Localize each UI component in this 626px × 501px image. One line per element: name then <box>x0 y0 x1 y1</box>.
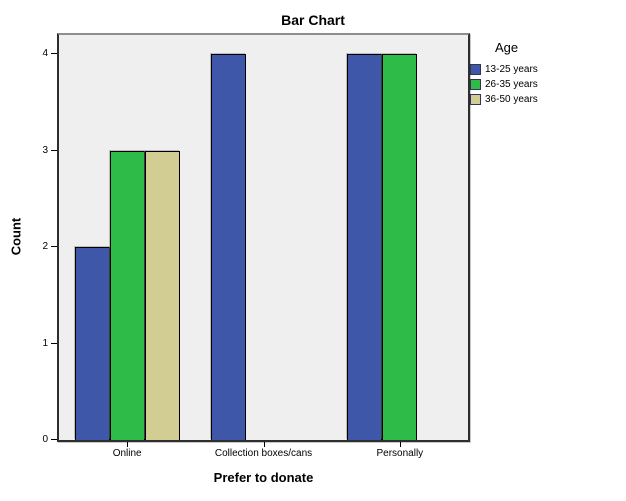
y-tick-mark-0 <box>51 439 57 440</box>
legend-swatch-icon <box>470 64 481 75</box>
bar-online-13-25-years <box>74 247 110 440</box>
x-tick-mark-3 <box>399 442 401 447</box>
bar-personally-13-25-years <box>347 54 383 440</box>
x-axis-title: Prefer to donate <box>213 470 314 485</box>
legend-row-1: 13-25 years <box>470 62 622 77</box>
legend-entries: 13-25 years 26-35 years 36-50 years <box>470 62 622 107</box>
x-tick-label-1: Online <box>112 448 142 459</box>
y-tick-mark-2 <box>51 246 57 248</box>
plot-area <box>57 33 470 442</box>
y-tick-label-2: 2 <box>42 241 48 253</box>
legend-row-3: 36-50 years <box>470 92 622 107</box>
bar-collection-boxes-cans-13-25-years <box>211 54 246 440</box>
y-axis-title: Count <box>8 217 24 256</box>
legend-swatch-icon <box>470 94 481 105</box>
y-tick-label-0: 0 <box>42 434 48 445</box>
y-tick-label-1: 1 <box>42 337 48 349</box>
y-tick-label-3: 3 <box>42 144 48 156</box>
legend: Age 13-25 years 26-35 years 36-50 years <box>470 40 622 107</box>
x-tick-label-2: Collection boxes/cans <box>214 448 313 459</box>
bar-online-26-35-years <box>109 151 145 440</box>
y-tick-mark-1 <box>51 342 57 344</box>
bar-online-36-50-years <box>144 151 180 440</box>
legend-label: 36-50 years <box>485 94 538 105</box>
y-tick-mark-3 <box>51 149 57 151</box>
x-tick-mark-2 <box>263 442 265 447</box>
y-tick-label-4: 4 <box>42 48 48 60</box>
legend-row-2: 26-35 years <box>470 77 622 92</box>
x-tick-label-3: Personally <box>376 448 424 459</box>
bar-personally-26-35-years <box>382 54 418 440</box>
legend-swatch-icon <box>470 79 481 90</box>
chart-title: Bar Chart <box>281 12 345 28</box>
legend-title: Age <box>495 40 519 55</box>
legend-label: 13-25 years <box>485 64 538 75</box>
y-tick-mark-4 <box>51 53 57 55</box>
legend-label: 26-35 years <box>485 79 538 90</box>
x-tick-mark-1 <box>127 442 129 447</box>
